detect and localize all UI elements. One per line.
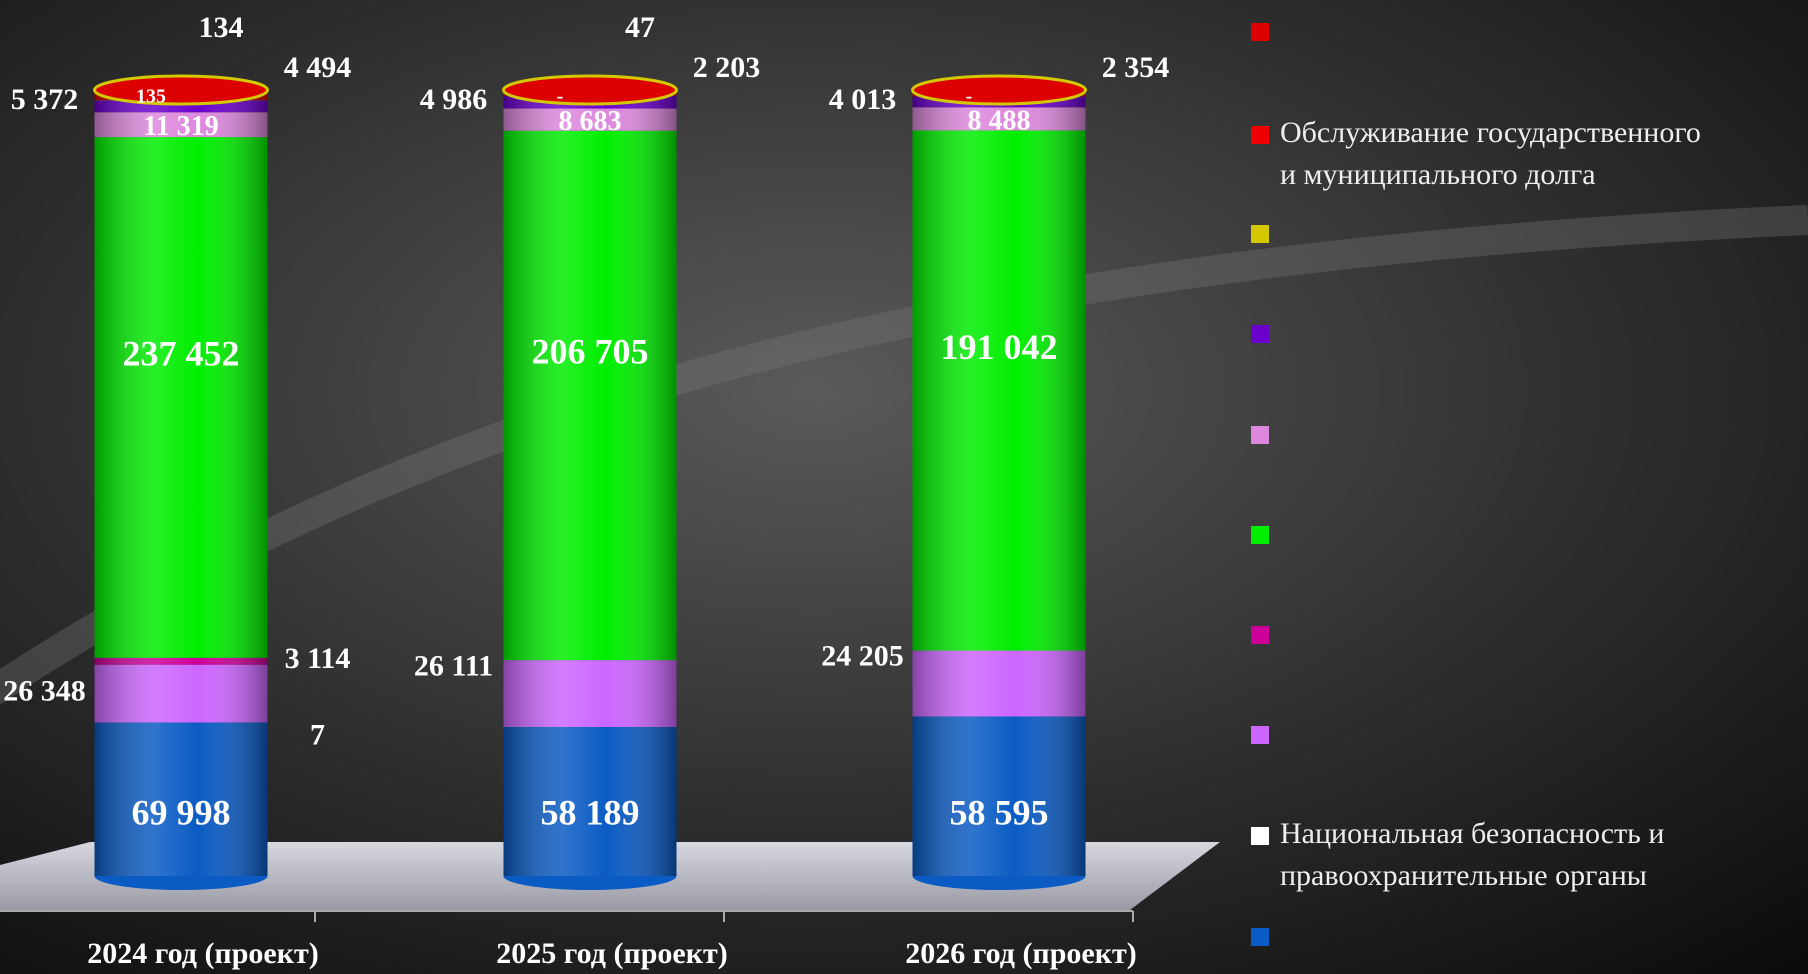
- value-label: -: [966, 86, 973, 108]
- x-tick-label: 2024 год (проект): [87, 937, 318, 970]
- value-label: 134: [199, 11, 244, 44]
- value-label: 191 042: [941, 327, 1058, 367]
- value-label: 4 494: [284, 51, 352, 84]
- value-label: 26 111: [414, 649, 493, 682]
- value-label: 8 683: [559, 106, 622, 137]
- value-label: 135: [136, 86, 166, 108]
- value-label: 237 452: [123, 334, 240, 374]
- value-label: 2 203: [693, 51, 761, 84]
- bar-shade: [912, 90, 1086, 876]
- legend-label: Национальная безопасность и правоохраните…: [1280, 817, 1664, 892]
- legend-swatch: [1251, 526, 1269, 544]
- legend-swatch: [1251, 225, 1269, 243]
- value-label: 206 705: [532, 332, 649, 372]
- legend-swatch: [1251, 726, 1269, 744]
- bar-shade: [94, 90, 268, 876]
- value-label: 5 372: [11, 83, 79, 116]
- legend-swatch: [1251, 827, 1269, 845]
- value-label: 2 354: [1102, 51, 1170, 84]
- value-label: 11 319: [143, 111, 218, 142]
- bar-cap: [911, 74, 1087, 106]
- bar-shade: [503, 90, 677, 876]
- legend-swatch: [1251, 23, 1269, 41]
- value-label: 26 348: [3, 674, 86, 707]
- value-label: 47: [625, 11, 655, 44]
- legend-swatch: [1251, 928, 1269, 946]
- value-label: 58 595: [950, 792, 1049, 832]
- bar-cap: [502, 74, 678, 106]
- x-tick-label: 2026 год (проект): [905, 937, 1136, 970]
- x-tick-label: 2025 год (проект): [496, 937, 727, 970]
- value-label: -: [557, 86, 564, 108]
- legend-swatch: [1251, 126, 1269, 144]
- legend-label: Обслуживание государственного и муниципал…: [1280, 116, 1701, 191]
- value-label: 7: [310, 718, 325, 751]
- value-label: 3 114: [285, 642, 351, 675]
- bar-cap: [93, 74, 269, 106]
- value-label: 8 488: [968, 105, 1031, 136]
- value-label: 4 986: [420, 83, 488, 116]
- legend-swatch: [1251, 426, 1269, 444]
- value-label: 24 205: [821, 639, 904, 672]
- legend-swatch: [1251, 626, 1269, 644]
- value-label: 58 189: [541, 792, 640, 832]
- value-label: 69 998: [132, 792, 231, 832]
- legend-swatch: [1251, 325, 1269, 343]
- value-label: 4 013: [829, 83, 897, 116]
